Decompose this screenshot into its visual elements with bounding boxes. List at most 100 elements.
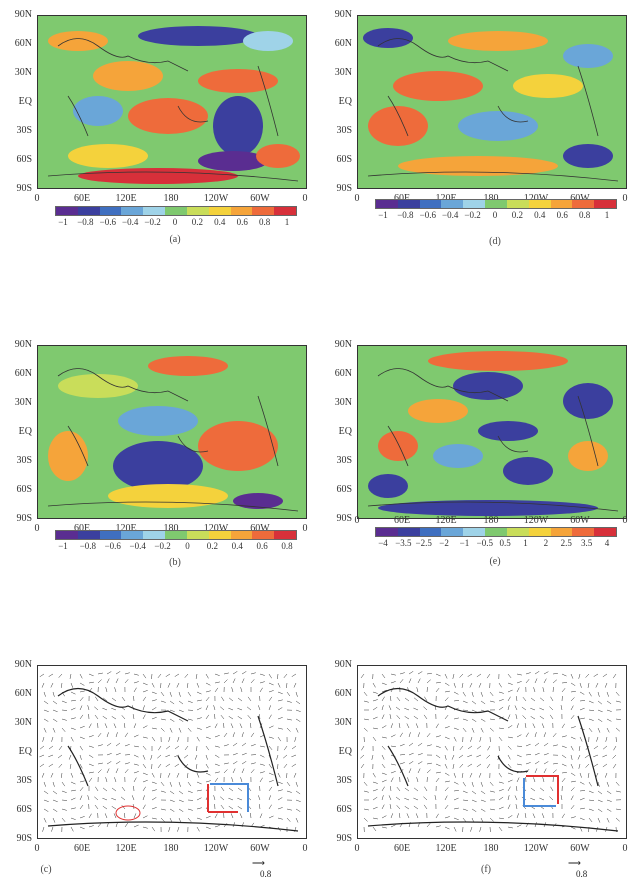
anomaly-circulation-box: [207, 783, 249, 813]
wind-vector: [277, 727, 283, 730]
wind-vector: [498, 817, 504, 820]
wind-vector: [530, 787, 536, 792]
wind-vector: [516, 754, 522, 758]
wind-vector: [286, 817, 291, 822]
wind-vector: [283, 745, 288, 751]
wind-vector: [435, 735, 441, 738]
wind-vector: [250, 672, 256, 675]
lon-label: 60E: [73, 523, 91, 534]
wind-vector: [390, 771, 396, 774]
lat-label: EQ: [18, 426, 32, 437]
wind-vector: [561, 745, 567, 748]
wind-vector: [588, 700, 594, 704]
wind-vector: [444, 754, 447, 760]
wind-vector: [57, 754, 63, 759]
wind-vector: [444, 736, 450, 740]
wind-vector: [114, 777, 117, 783]
wind-vector: [277, 707, 283, 711]
lat-label: 30S: [336, 775, 352, 786]
wind-vector: [184, 763, 189, 768]
wind-vector: [168, 826, 171, 832]
wind-vector: [160, 691, 165, 697]
wind-vector: [363, 790, 369, 793]
wind-vector: [579, 790, 586, 792]
lon-label: 0: [354, 515, 360, 526]
wind-vector: [133, 734, 139, 738]
wind-vector: [113, 723, 117, 729]
wind-vector: [88, 754, 94, 758]
wind-vector: [602, 673, 608, 678]
wind-vector: [124, 812, 126, 819]
wind-vector-field: [360, 671, 622, 833]
wind-vector: [133, 754, 139, 758]
wind-vector: [587, 682, 590, 688]
wind-vector: [372, 699, 378, 702]
wind-vector: [390, 695, 392, 702]
wind-vector: [196, 682, 200, 688]
wind-vector: [268, 682, 274, 686]
wind-vector: [52, 781, 55, 787]
wind-vector: [471, 709, 477, 713]
wind-vector: [286, 781, 291, 787]
lon-label: 120W: [523, 515, 549, 526]
lat-label: 60S: [336, 154, 352, 165]
wind-vector: [106, 671, 112, 675]
wind-vector: [408, 732, 411, 738]
lon-label: 60E: [393, 515, 411, 526]
wind-vector: [88, 673, 94, 677]
wind-vector: [174, 673, 180, 677]
wind-vector: [606, 808, 612, 812]
wind-vector: [151, 691, 157, 694]
wind-vector: [105, 687, 108, 693]
wind-vector: [205, 772, 211, 776]
wind-vector: [169, 808, 175, 812]
colorbar-swatch: [376, 200, 398, 208]
colorbar-tick-label: −0.8: [79, 541, 97, 551]
wind-vector: [515, 804, 518, 810]
colorbar-tick-label: −1: [58, 541, 68, 551]
wind-vector: [588, 709, 595, 711]
wind-vector: [423, 706, 428, 711]
wind-vector: [462, 727, 467, 733]
wind-vector: [462, 718, 468, 721]
wind-vector: [286, 700, 292, 703]
wind-vector: [178, 709, 184, 713]
wind-vector: [561, 688, 566, 693]
wind-vector: [426, 823, 431, 828]
wind-vector: [69, 673, 72, 679]
wind-vector: [115, 671, 121, 675]
wind-vector: [396, 805, 401, 810]
wind-vector: [291, 763, 297, 767]
colorbar-swatch: [485, 528, 507, 536]
colorbar-swatch: [550, 200, 573, 208]
wind-vector: [390, 777, 394, 783]
wind-vector: [539, 707, 545, 711]
colorbar-swatch: [528, 200, 551, 208]
wind-vector: [593, 673, 599, 677]
wind-vector: [178, 700, 184, 705]
wind-vector: [543, 753, 549, 756]
wind-vector: [214, 745, 220, 748]
lat-label: EQ: [338, 746, 352, 757]
wind-vector: [612, 673, 617, 679]
wind-vector: [570, 826, 576, 830]
colorbar-tick-label: 0.5: [499, 538, 511, 548]
wind-vector: [413, 697, 419, 702]
wind-vector: [444, 673, 448, 679]
wind-vector: [606, 691, 609, 697]
lat-label: 90N: [334, 339, 352, 350]
wind-vector: [606, 817, 610, 823]
wind-vector: [516, 681, 522, 684]
wind-vector: [389, 804, 392, 810]
wind-vector: [291, 754, 297, 758]
wind-vector: [105, 777, 108, 783]
wind-vector: [507, 689, 513, 693]
lat-label: 30N: [14, 397, 32, 408]
wind-vector: [70, 682, 74, 688]
lat-label: EQ: [338, 426, 352, 437]
wind-vector: [552, 762, 558, 765]
wind-vector: [214, 754, 220, 758]
wind-vector: [133, 687, 137, 693]
wind-vector: [486, 754, 491, 759]
colorbar-swatch: [252, 531, 275, 539]
